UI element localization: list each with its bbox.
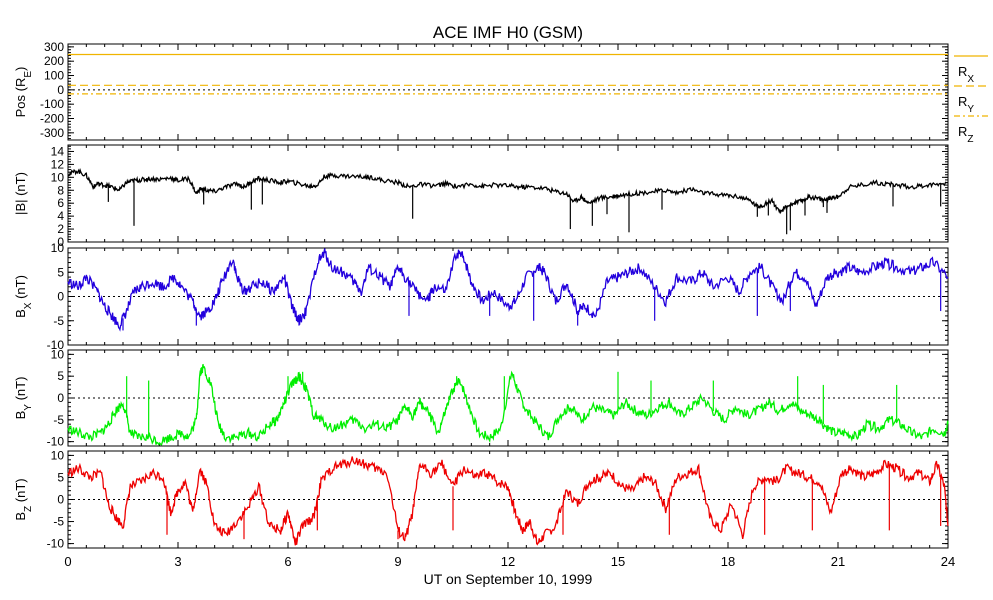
y-tick-label-mag: 4 — [57, 209, 64, 223]
legend-label-part: X — [967, 74, 974, 85]
y-tick-label-pos: -300 — [40, 126, 64, 140]
y-axis-label-part: (nT) — [13, 478, 28, 505]
y-tick-label-pos: 200 — [44, 54, 64, 68]
y-tick-label-pos: 0 — [57, 83, 64, 97]
x-tick-label: 24 — [941, 554, 955, 569]
y-tick-label-mag: 6 — [57, 196, 64, 210]
y-tick-label-by: 10 — [51, 347, 65, 361]
y-tick-label-by: 0 — [57, 391, 64, 405]
y-tick-label-by: -10 — [47, 435, 65, 449]
y-tick-label-by: 5 — [57, 369, 64, 383]
panel-bz: 10 5 0 -5 -10 BZ (nT) — [13, 448, 949, 551]
y-axis-label-by: BY (nT) — [13, 377, 34, 420]
x-tick-label: 21 — [831, 554, 845, 569]
y-axis-label-part: ) — [13, 67, 28, 71]
y-tick-label-bx: 5 — [57, 265, 64, 279]
y-tick-label-mag: 14 — [51, 144, 65, 158]
legend-label-rx: RX — [958, 64, 974, 85]
legend-label-part: Z — [967, 134, 973, 145]
x-axis-label: UT on September 10, 1999 — [424, 571, 593, 587]
y-tick-label-bz: 5 — [57, 470, 64, 484]
y-axis-label-part: (nT) — [13, 275, 28, 302]
y-axis-label-part: (nT) — [13, 377, 28, 404]
y-axis-label-mag: |B| (nT) — [13, 172, 28, 215]
x-tick-label: 6 — [284, 554, 291, 569]
y-axis-label-pos: Pos (RE) — [13, 67, 34, 118]
y-tick-label-by: -5 — [53, 413, 64, 427]
legend-label-part: R — [958, 64, 967, 79]
chart-title: ACE IMF H0 (GSM) — [433, 23, 583, 42]
x-tick-label: 0 — [64, 554, 71, 569]
y-tick-label-bx: -5 — [53, 314, 64, 328]
y-tick-label-mag: 2 — [57, 222, 64, 236]
y-axis-label-part: Z — [23, 506, 34, 512]
legend-label-ry: RY — [958, 94, 974, 115]
y-axis-label-bz: BZ (nT) — [13, 478, 34, 520]
y-axis-label-bx: BX (nT) — [13, 275, 34, 318]
x-tick-label: 18 — [721, 554, 735, 569]
y-axis-label-part: X — [23, 302, 34, 309]
x-tick-label: 15 — [611, 554, 625, 569]
y-axis-label-part: E — [23, 71, 34, 78]
y-axis-label-part: Pos (R — [13, 78, 28, 118]
data-series-bx — [67, 248, 949, 332]
data-series-by — [67, 363, 949, 447]
panel-bx: 10 5 0 -5 -10 BX (nT) — [13, 241, 949, 352]
y-tick-label-pos: -100 — [40, 97, 64, 111]
data-series-mag — [67, 167, 949, 215]
y-tick-label-bx: -10 — [47, 338, 65, 352]
x-tick-label: 12 — [501, 554, 515, 569]
y-tick-label-mag: 12 — [51, 157, 65, 171]
panel-by: 10 5 0 -5 -10 BY (nT) — [13, 347, 949, 449]
y-axis-label-part: B — [13, 309, 28, 318]
x-tick-label: 3 — [174, 554, 181, 569]
y-tick-label-bx: 0 — [57, 290, 64, 304]
legend-label-rz: RZ — [958, 124, 974, 145]
y-tick-label-pos: 100 — [44, 69, 64, 83]
y-tick-label-bz: -10 — [47, 537, 65, 551]
data-series-bz — [67, 456, 949, 546]
legend-label-part: Y — [967, 104, 974, 115]
y-axis-label-part: B — [13, 512, 28, 521]
y-tick-label-pos: -200 — [40, 112, 64, 126]
y-tick-label-mag: 10 — [51, 170, 65, 184]
y-tick-label-bz: -5 — [53, 515, 64, 529]
x-tick-label: 9 — [394, 554, 401, 569]
y-tick-label-bz: 10 — [51, 448, 65, 462]
y-tick-label-mag: 8 — [57, 183, 64, 197]
y-axis-label-part: Y — [23, 404, 34, 411]
y-tick-label-bx: 10 — [51, 241, 65, 255]
legend-label-part: R — [958, 124, 967, 139]
y-tick-label-bz: 0 — [57, 493, 64, 507]
y-tick-label-mag: 0 — [57, 235, 64, 249]
y-tick-label-pos: 300 — [44, 40, 64, 54]
y-axis-label-part: B — [13, 411, 28, 420]
legend-label-part: R — [958, 94, 967, 109]
